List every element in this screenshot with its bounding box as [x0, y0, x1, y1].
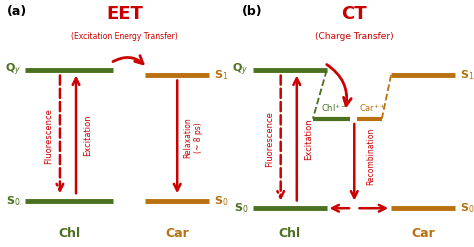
Text: S$_1$: S$_1$	[214, 68, 228, 82]
Text: S$_0$: S$_0$	[6, 194, 21, 208]
Text: Fluorescence: Fluorescence	[44, 108, 53, 164]
Text: Chl: Chl	[279, 227, 301, 240]
Text: S$_0$: S$_0$	[460, 201, 474, 215]
Text: Recombination: Recombination	[366, 127, 375, 185]
Text: S$_0$: S$_0$	[234, 201, 248, 215]
Text: S$_1$: S$_1$	[460, 68, 474, 82]
Text: Car: Car	[411, 227, 435, 240]
Text: Excitation: Excitation	[304, 118, 313, 160]
Text: Car: Car	[165, 227, 189, 240]
Text: (Charge Transfer): (Charge Transfer)	[315, 32, 393, 41]
Text: Chl$^{+-}$: Chl$^{+-}$	[321, 102, 347, 114]
Text: Car$^{++}$: Car$^{++}$	[359, 102, 386, 114]
Text: CT: CT	[341, 5, 367, 23]
Text: Excitation: Excitation	[83, 115, 92, 156]
Text: Relaxation
(~ 8 ps): Relaxation (~ 8 ps)	[183, 118, 203, 158]
Text: (Excitation Energy Transfer): (Excitation Energy Transfer)	[71, 32, 178, 41]
Text: Chl: Chl	[58, 227, 80, 240]
Text: Q$_y$: Q$_y$	[232, 62, 248, 79]
Text: (b): (b)	[242, 5, 262, 18]
Text: S$_0$: S$_0$	[214, 194, 228, 208]
Text: EET: EET	[106, 5, 143, 23]
Text: (a): (a)	[7, 5, 27, 18]
Text: Q$_y$: Q$_y$	[5, 62, 21, 79]
Text: Fluorescence: Fluorescence	[264, 111, 273, 167]
